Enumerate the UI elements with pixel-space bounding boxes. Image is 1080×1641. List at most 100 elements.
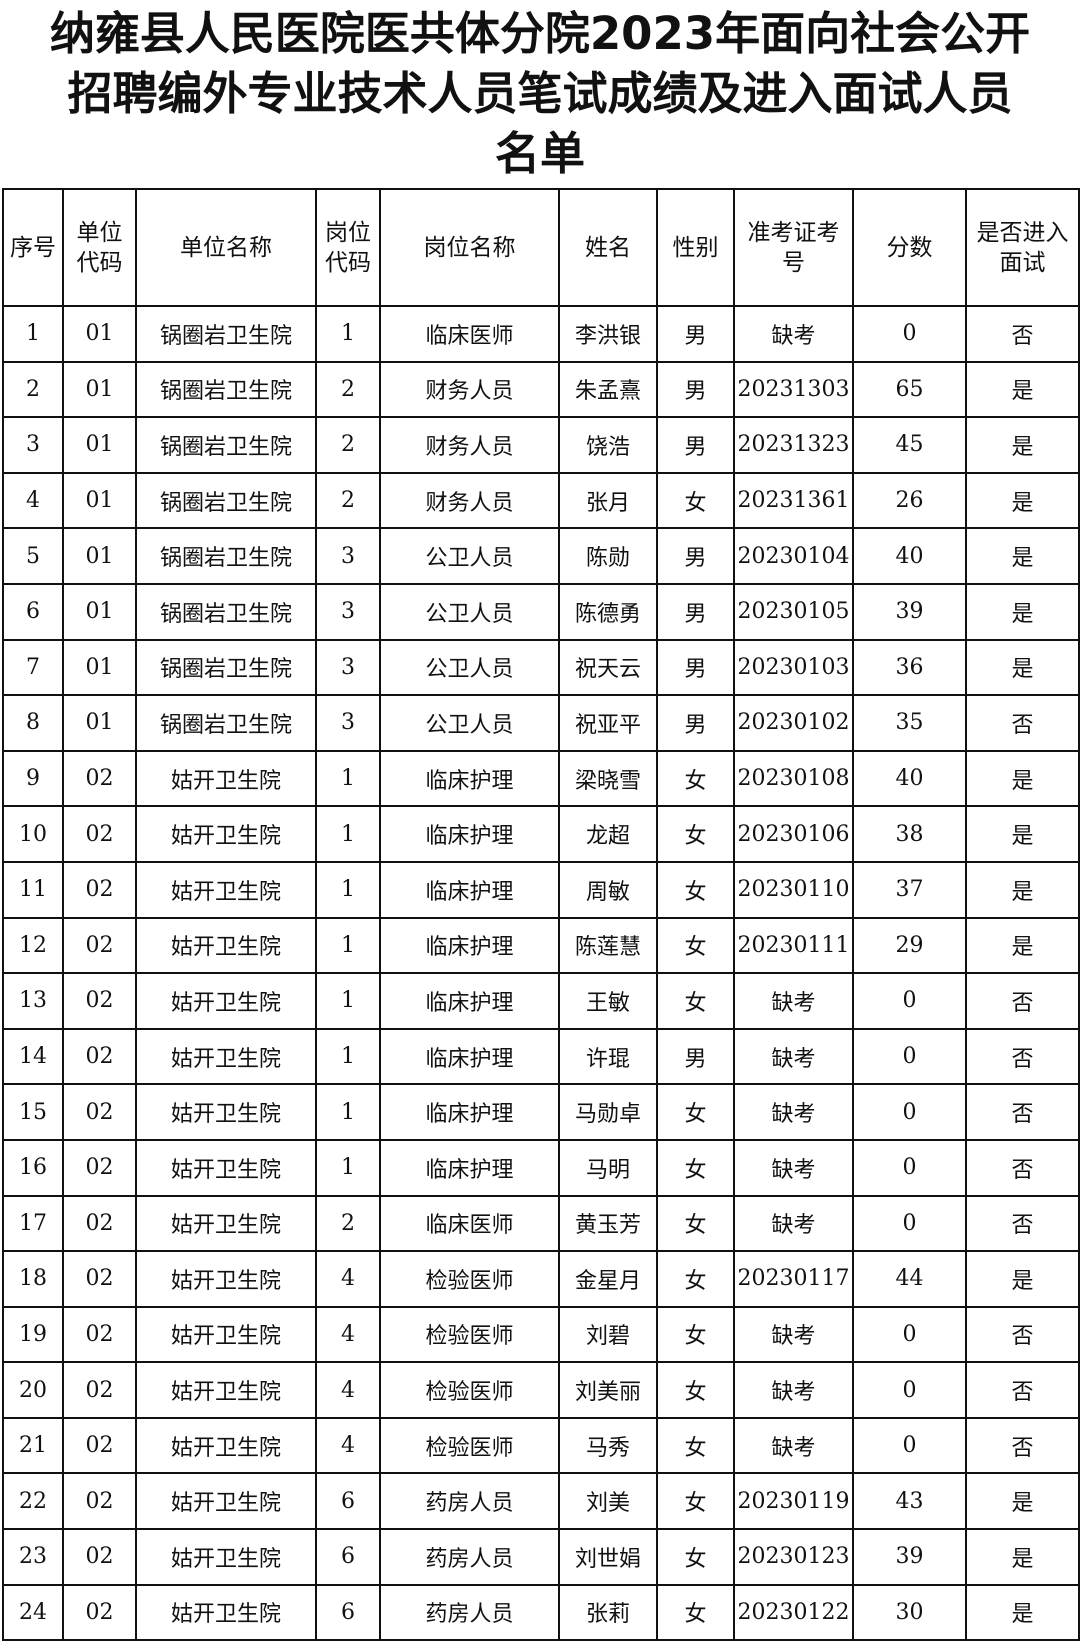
cell-interview: 否	[965, 1138, 1080, 1197]
cell-gender: 女	[656, 972, 735, 1030]
results-table: 序号 单位代码 单位名称 岗位代码 岗位名称 姓名 性别 准考证考号 分数 是否进入面试 1 01 锅…	[2, 188, 1080, 1641]
cell-interview: 是	[965, 749, 1080, 808]
cell-seq: 4	[2, 471, 64, 530]
cell-gender: 女	[656, 805, 735, 863]
cell-interview: 是	[965, 805, 1080, 863]
cell-post-code: 2	[315, 416, 381, 474]
cell-seq: 12	[2, 916, 64, 975]
cell-name: 祝亚平	[558, 694, 658, 752]
cell-interview: 否	[965, 1305, 1080, 1364]
cell-gender: 女	[656, 1472, 735, 1531]
cell-exam-number: 20230108	[733, 749, 854, 808]
cell-post-name: 财务人员	[379, 360, 560, 419]
cell-gender: 男	[656, 305, 735, 363]
table-row: 14 02 姑开卫生院 1 临床护理 许琨男缺考 0 否	[2, 1027, 1080, 1086]
cell-score: 39	[852, 582, 967, 641]
cell-score: 0	[852, 1083, 967, 1141]
cell-name: 龙超	[558, 805, 658, 863]
cell-name: 许琨	[558, 1027, 658, 1086]
cell-post-code: 1	[315, 305, 381, 363]
cell-post-code: 1	[315, 1138, 381, 1197]
header-name: 姓名	[558, 188, 658, 307]
cell-score: 38	[852, 805, 967, 863]
header-exam-number: 准考证考号	[733, 188, 854, 307]
cell-interview: 是	[965, 916, 1080, 975]
cell-unit-code: 01	[62, 527, 137, 585]
cell-score: 45	[852, 416, 967, 474]
table-row: 18 02 姑开卫生院 4 检验医师 金星月女 20230117 44 是	[2, 1250, 1080, 1308]
table-row: 17 02 姑开卫生院 2 临床医师 黄玉芳女缺考 0 否	[2, 1194, 1080, 1253]
table-row: 3 01 锅圈岩卫生院 2 财务人员 饶浩男 20231323 45 是	[2, 416, 1080, 474]
table-row: 6 01 锅圈岩卫生院 3 公卫人员 陈德勇男 20230105 39 是	[2, 582, 1080, 641]
cell-unit-code: 02	[62, 1250, 137, 1308]
cell-name: 饶浩	[558, 416, 658, 474]
cell-name: 刘碧	[558, 1305, 658, 1364]
cell-exam-number: 20230111	[733, 916, 854, 975]
cell-name: 刘美丽	[558, 1361, 658, 1419]
cell-post-code: 2	[315, 1194, 381, 1253]
table-row: 11 02 姑开卫生院 1 临床护理 周敏女 20230110 37 是	[2, 860, 1080, 919]
title-line-2: 招聘编外专业技术人员笔试成绩及进入面试人员	[67, 67, 1013, 120]
cell-exam-number: 缺考	[733, 1138, 854, 1197]
cell-exam-number: 20230122	[733, 1583, 854, 1641]
cell-seq: 24	[2, 1583, 64, 1641]
cell-gender: 女	[656, 1528, 735, 1586]
cell-unit-code: 02	[62, 1528, 137, 1586]
cell-name: 刘世娟	[558, 1528, 658, 1586]
cell-post-name: 财务人员	[379, 416, 560, 474]
cell-name: 张月	[558, 471, 658, 530]
cell-post-code: 4	[315, 1361, 381, 1419]
cell-name: 黄玉芳	[558, 1194, 658, 1253]
cell-score: 0	[852, 1305, 967, 1364]
cell-seq: 17	[2, 1194, 64, 1253]
cell-gender: 男	[656, 416, 735, 474]
cell-unit-code: 02	[62, 1138, 137, 1197]
cell-unit-code: 01	[62, 416, 137, 474]
cell-exam-number: 20231303	[733, 360, 854, 419]
cell-exam-number: 缺考	[733, 1083, 854, 1141]
cell-post-name: 检验医师	[379, 1361, 560, 1419]
table-row: 21 02 姑开卫生院 4 检验医师 马秀女缺考 0 否	[2, 1416, 1080, 1475]
cell-post-code: 6	[315, 1528, 381, 1586]
cell-post-code: 1	[315, 972, 381, 1030]
cell-exam-number: 缺考	[733, 1361, 854, 1419]
header-unit-name: 单位名称	[135, 188, 317, 307]
cell-unit-name: 姑开卫生院	[135, 749, 317, 808]
cell-gender: 女	[656, 860, 735, 919]
cell-score: 40	[852, 527, 967, 585]
cell-post-name: 临床护理	[379, 1027, 560, 1086]
cell-unit-code: 02	[62, 1416, 137, 1475]
cell-seq: 16	[2, 1138, 64, 1197]
cell-post-name: 临床护理	[379, 916, 560, 975]
cell-unit-code: 02	[62, 1305, 137, 1364]
cell-interview: 否	[965, 694, 1080, 752]
cell-score: 65	[852, 360, 967, 419]
cell-gender: 男	[656, 638, 735, 697]
cell-post-code: 1	[315, 1083, 381, 1141]
cell-unit-name: 姑开卫生院	[135, 1138, 317, 1197]
cell-post-code: 4	[315, 1416, 381, 1475]
cell-gender: 男	[656, 527, 735, 585]
cell-exam-number: 20230123	[733, 1528, 854, 1586]
cell-seq: 9	[2, 749, 64, 808]
table-row: 9 02 姑开卫生院 1 临床护理 梁晓雪女 20230108 40 是	[2, 749, 1080, 808]
table-row: 19 02 姑开卫生院 4 检验医师 刘碧女缺考 0 否	[2, 1305, 1080, 1364]
cell-exam-number: 20230105	[733, 582, 854, 641]
cell-exam-number: 20230102	[733, 694, 854, 752]
cell-exam-number: 20230104	[733, 527, 854, 585]
cell-gender: 女	[656, 1194, 735, 1253]
cell-post-name: 临床护理	[379, 1138, 560, 1197]
cell-unit-name: 姑开卫生院	[135, 1472, 317, 1531]
cell-seq: 18	[2, 1250, 64, 1308]
table-row: 10 02 姑开卫生院 1 临床护理 龙超女 20230106 38 是	[2, 805, 1080, 863]
cell-seq: 3	[2, 416, 64, 474]
cell-seq: 11	[2, 860, 64, 919]
cell-post-name: 检验医师	[379, 1305, 560, 1364]
cell-score: 0	[852, 1361, 967, 1419]
cell-exam-number: 缺考	[733, 1305, 854, 1364]
cell-interview: 否	[965, 972, 1080, 1030]
cell-name: 梁晓雪	[558, 749, 658, 808]
cell-exam-number: 20230106	[733, 805, 854, 863]
header-score: 分数	[852, 188, 967, 307]
cell-post-code: 2	[315, 471, 381, 530]
